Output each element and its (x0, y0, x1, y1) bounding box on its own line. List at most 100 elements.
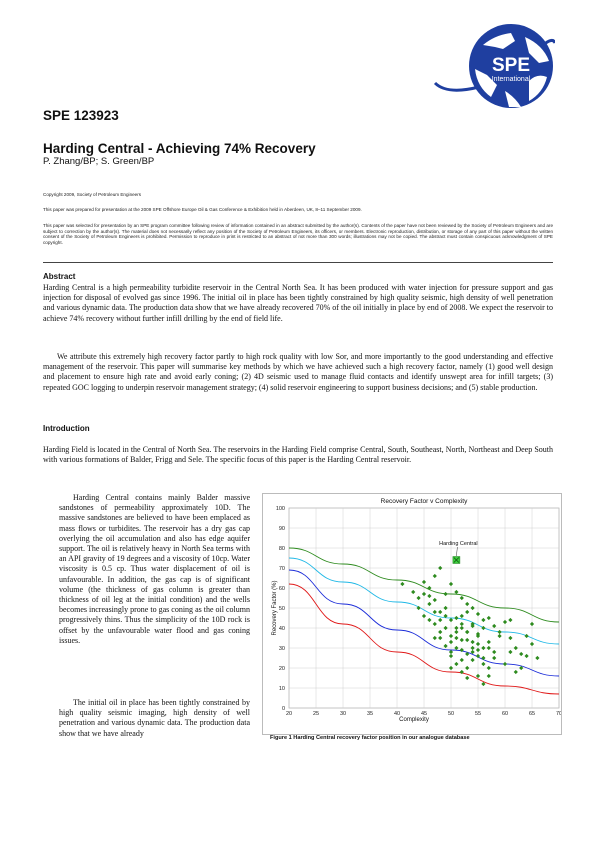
introduction-paragraph-2: Harding Central contains mainly Balder m… (59, 493, 250, 645)
y-tick-label: 80 (279, 546, 285, 552)
data-point (459, 669, 464, 675)
annotation-leader (456, 546, 458, 557)
y-tick-label: 60 (279, 586, 285, 592)
y-tick-label: 0 (282, 706, 285, 712)
data-point (421, 579, 427, 585)
x-tick-label: 35 (367, 711, 373, 717)
disclaimer-notice: This paper was selected for presentation… (43, 223, 553, 245)
data-point (475, 647, 481, 653)
x-tick-label: 65 (529, 711, 535, 717)
data-point (475, 673, 481, 679)
y-tick-label: 50 (279, 606, 285, 612)
x-tick-label: 25 (313, 711, 319, 717)
spe-international-logo: SPE International (433, 24, 555, 108)
prepared-notice: This paper was prepared for presentation… (43, 207, 362, 212)
data-point (519, 665, 524, 671)
data-point (459, 613, 464, 619)
y-tick-label: 90 (279, 526, 285, 532)
data-point (465, 637, 470, 643)
x-tick-label: 50 (448, 711, 454, 717)
data-point (448, 649, 454, 655)
x-tick-label: 30 (340, 711, 346, 717)
introduction-paragraph-1: Harding Field is located in the Central … (43, 445, 553, 465)
data-point (475, 641, 481, 647)
y-tick-label: 100 (276, 506, 285, 512)
data-point (459, 637, 464, 643)
authors: P. Zhang/BP; S. Green/BP (43, 156, 155, 167)
data-point (459, 621, 464, 627)
logo-subtext: International (492, 76, 531, 83)
data-point (459, 647, 464, 653)
x-tick-label: 45 (421, 711, 427, 717)
abstract-heading: Abstract (43, 272, 76, 281)
logo-text: SPE (492, 55, 530, 76)
data-point (524, 633, 529, 639)
data-point (475, 653, 481, 659)
y-tick-label: 10 (279, 686, 285, 692)
paper-id: SPE 123923 (43, 108, 119, 123)
data-point (421, 591, 427, 597)
x-tick-label: 55 (475, 711, 481, 717)
harding-central-cross (453, 557, 460, 563)
data-point (486, 645, 491, 651)
data-point (524, 653, 529, 659)
data-point (465, 675, 470, 681)
divider (43, 262, 553, 263)
data-point (513, 645, 518, 651)
x-axis-label: Complexity (399, 717, 429, 723)
data-point (529, 621, 535, 627)
y-tick-label: 40 (279, 626, 285, 632)
data-point (492, 649, 497, 655)
data-point (448, 665, 454, 671)
data-point (465, 609, 470, 615)
data-point (475, 631, 481, 637)
data-point (438, 609, 443, 615)
data-point (529, 641, 535, 647)
copyright-notice: Copyright 2009, Society of Petroleum Eng… (43, 192, 142, 197)
annotation-label: Harding Central (439, 541, 478, 547)
data-point (486, 639, 491, 645)
data-point (502, 619, 508, 625)
y-tick-label: 30 (279, 646, 285, 652)
series-curve-4 (288, 583, 560, 695)
data-point (459, 595, 464, 601)
data-point (502, 661, 508, 667)
y-tick-label: 70 (279, 566, 285, 572)
data-point (465, 629, 470, 635)
y-axis-label: Recovery Factor (%) (272, 580, 278, 635)
data-point (459, 657, 464, 663)
data-point (438, 635, 443, 641)
data-point (421, 613, 427, 619)
y-tick-label: 20 (279, 666, 285, 672)
abstract-paragraph-1: Harding Central is a high permeability t… (43, 283, 553, 323)
introduction-paragraph-3: The initial oil in place has been tightl… (59, 698, 250, 738)
data-point (438, 617, 443, 623)
data-point (448, 639, 454, 645)
data-point (465, 601, 470, 607)
data-point (459, 625, 464, 631)
series-curve-2 (288, 557, 560, 645)
data-point (411, 589, 416, 595)
data-point (486, 615, 491, 621)
spe-ring (433, 38, 555, 92)
data-point (448, 581, 454, 587)
data-point (486, 665, 491, 671)
data-point (486, 673, 491, 679)
data-point (432, 635, 437, 641)
series-curve-1 (288, 547, 560, 623)
chart-title: Recovery Factor v Complexity (381, 498, 468, 505)
data-point (475, 611, 481, 617)
paper-title: Harding Central - Achieving 74% Recovery (43, 141, 316, 156)
x-tick-label: 70 (556, 711, 561, 717)
abstract-paragraph-2: We attribute this extremely high recover… (43, 352, 553, 392)
data-point (438, 629, 443, 635)
data-point (535, 655, 540, 661)
data-point (492, 623, 497, 629)
data-point (432, 573, 437, 579)
data-point (448, 633, 454, 639)
data-point (492, 655, 497, 661)
data-point (432, 597, 437, 603)
x-tick-label: 20 (286, 711, 292, 717)
data-point (519, 651, 524, 657)
data-point (465, 651, 470, 657)
